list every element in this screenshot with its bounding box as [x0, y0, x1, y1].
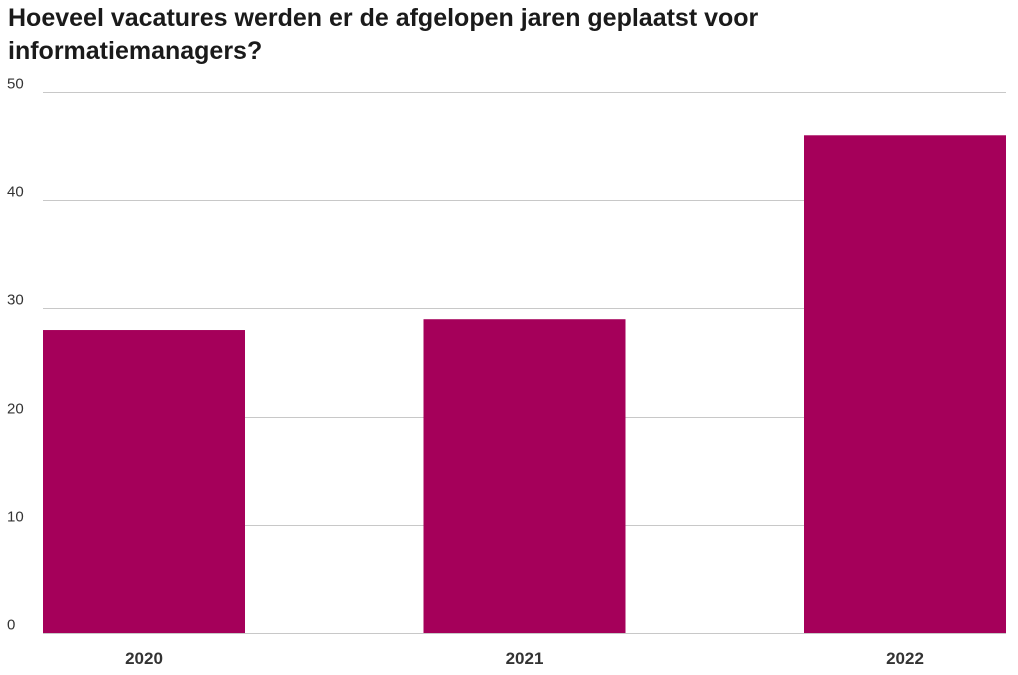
x-axis-ticks: 2020 2021 2022: [125, 649, 924, 668]
x-tick-label-2021: 2021: [506, 649, 544, 668]
y-tick-label: 10: [7, 509, 24, 526]
x-tick-label-2022: 2022: [886, 649, 924, 668]
bar-2021: [423, 319, 626, 633]
y-tick-label: 50: [7, 76, 24, 93]
y-tick-label: 0: [7, 617, 15, 634]
y-tick-label: 20: [7, 401, 24, 418]
x-tick-label-2020: 2020: [125, 649, 163, 668]
y-tick-label: 30: [7, 292, 24, 309]
y-axis-ticks: 0 10 20 30 40 50: [7, 76, 24, 634]
bar-2022: [804, 135, 1006, 633]
bar-2020: [43, 330, 245, 633]
y-tick-label: 40: [7, 184, 24, 201]
bars: [43, 135, 1006, 633]
chart-title: Hoeveel vacatures werden er de afgelopen…: [8, 4, 759, 65]
